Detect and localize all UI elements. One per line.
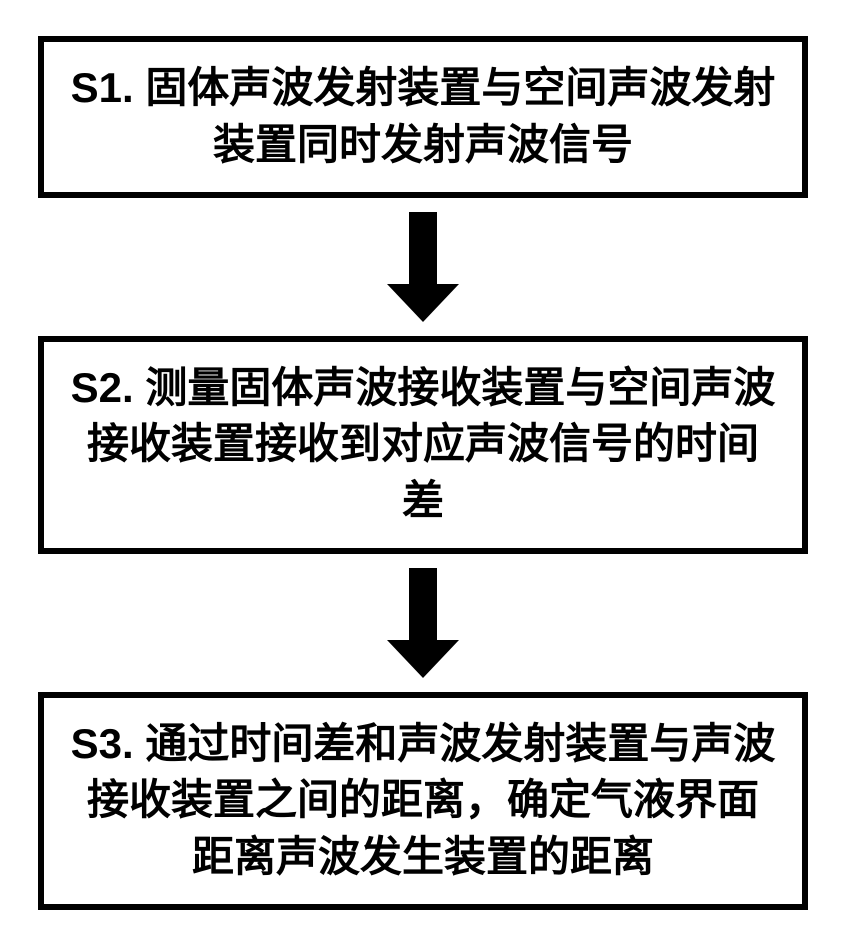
flow-step-s3: S3. 通过时间差和声波发射装置与声波接收装置之间的距离，确定气液界面距离声波发…	[38, 692, 808, 910]
flow-step-s1-label: S1. 固体声波发射装置与空间声波发射装置同时发射声波信号	[71, 64, 776, 168]
arrow-s2-s3	[387, 568, 459, 678]
flow-step-s1: S1. 固体声波发射装置与空间声波发射装置同时发射声波信号	[38, 36, 808, 197]
arrow-head-icon	[387, 640, 459, 678]
flowchart-container: S1. 固体声波发射装置与空间声波发射装置同时发射声波信号 S2. 测量固体声波…	[20, 36, 826, 910]
flow-step-s2: S2. 测量固体声波接收装置与空间声波接收装置接收到对应声波信号的时间差	[38, 336, 808, 554]
arrow-s1-s2	[387, 212, 459, 322]
flow-step-s3-label: S3. 通过时间差和声波发射装置与声波接收装置之间的距离，确定气液界面距离声波发…	[71, 720, 776, 880]
arrow-shaft-icon	[409, 212, 437, 284]
arrow-head-icon	[387, 284, 459, 322]
flow-step-s2-label: S2. 测量固体声波接收装置与空间声波接收装置接收到对应声波信号的时间差	[71, 364, 776, 524]
arrow-shaft-icon	[409, 568, 437, 640]
